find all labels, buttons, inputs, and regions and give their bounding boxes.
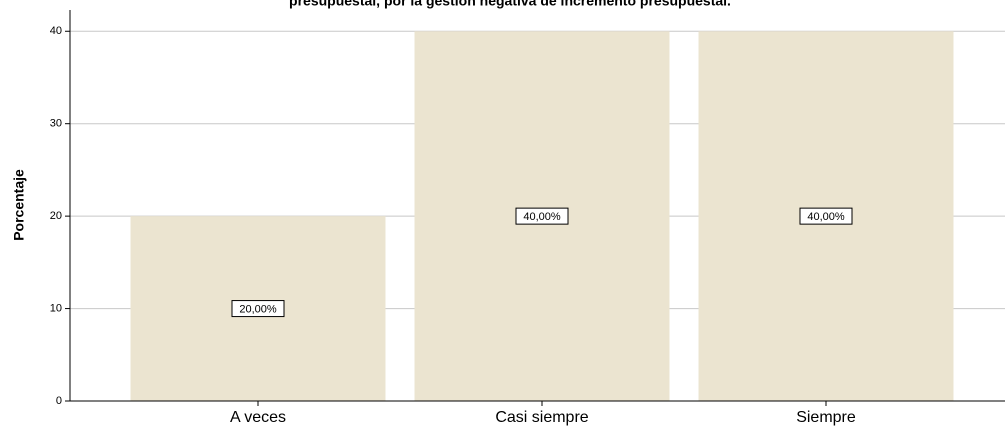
- y-tick-label: 0: [56, 395, 62, 407]
- y-tick-label: 20: [50, 210, 62, 222]
- x-tick-label: Siempre: [796, 409, 856, 426]
- value-label-box: [515, 207, 569, 225]
- y-axis-label: Porcentaje: [11, 169, 27, 241]
- y-tick-label: 40: [50, 25, 62, 37]
- value-label-box: [799, 207, 853, 225]
- y-tick-label: 10: [50, 302, 62, 314]
- value-label: 20,00%: [239, 303, 277, 315]
- value-label: 40,00%: [523, 211, 561, 223]
- value-label: 40,00%: [807, 211, 845, 223]
- value-label-box: [231, 300, 285, 318]
- y-tick-label: 30: [50, 118, 62, 130]
- x-tick-label: A veces: [230, 409, 286, 426]
- x-tick-label: Casi siempre: [495, 409, 588, 426]
- chart-title: presupuestal, por la gestión negativa de…: [289, 0, 731, 9]
